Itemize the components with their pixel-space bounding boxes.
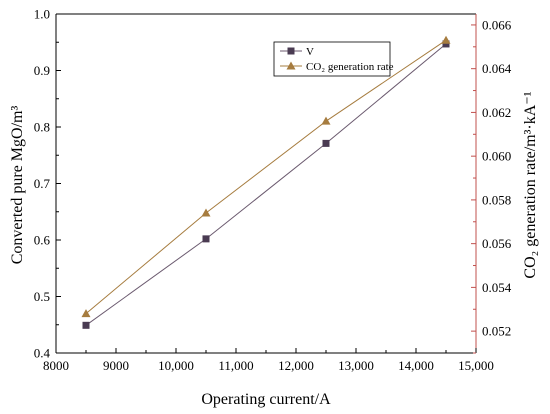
point-co2 <box>201 208 211 217</box>
y-right-tick-label: 0.060 <box>482 149 511 164</box>
x-tick-label: 15,000 <box>458 358 494 373</box>
point-co2 <box>321 116 331 125</box>
series-markers <box>81 35 451 329</box>
x-tick-label: 8000 <box>43 358 69 373</box>
y-left-tick-label: 1.0 <box>34 7 50 22</box>
y-left-tick-label: 0.8 <box>34 120 50 135</box>
legend-marker-co2 <box>286 61 296 70</box>
y-left-tick-label: 0.9 <box>34 63 50 78</box>
point-co2 <box>441 35 451 44</box>
y-axis-right-title: CO₂ generation rate/m³·kA⁻¹ <box>522 91 539 278</box>
y-right-tick-label: 0.056 <box>482 236 512 251</box>
y-right-tick-label: 0.052 <box>482 324 511 339</box>
series-line-v <box>85 43 447 326</box>
x-tick-label: 11,000 <box>218 358 253 373</box>
y-right-tick-label: 0.058 <box>482 192 511 207</box>
legend: V CO₂ generation rate <box>273 41 394 77</box>
y-left-tick-label: 0.7 <box>34 176 51 191</box>
y-left-tick-label: 0.4 <box>34 346 51 361</box>
x-tick-label: 14,000 <box>398 358 434 373</box>
y-right-tick-label: 0.054 <box>482 280 512 295</box>
y-right-tick-label: 0.062 <box>482 105 511 120</box>
legend-label-co2: CO₂ generation rate <box>306 61 394 73</box>
y-left-tick-label: 0.6 <box>34 233 51 248</box>
point-v <box>82 321 90 329</box>
y-right-tick-label: 0.066 <box>482 17 512 32</box>
y-axis-left-title: Converted pure MgO/m³ <box>9 106 26 265</box>
axes: 8000 9000 10,000 11,000 12,000 13,000 14,000 15… <box>34 7 512 374</box>
x-tick-label: 13,000 <box>338 358 374 373</box>
x-tick-label: 12,000 <box>278 358 314 373</box>
x-tick-label: 9000 <box>103 358 129 373</box>
point-v <box>442 40 450 48</box>
series-line-co2 <box>85 39 447 314</box>
series-lines <box>85 39 447 326</box>
legend-marker-v <box>287 47 295 55</box>
legend-label-v: V <box>306 46 314 58</box>
point-v <box>322 139 330 147</box>
y-left-tick-label: 0.5 <box>34 289 50 304</box>
x-tick-label: 10,000 <box>158 358 194 373</box>
point-co2 <box>81 309 91 318</box>
x-axis-title: Operating current/A <box>201 391 331 408</box>
y-right-tick-label: 0.064 <box>482 61 512 76</box>
point-v <box>202 235 210 243</box>
